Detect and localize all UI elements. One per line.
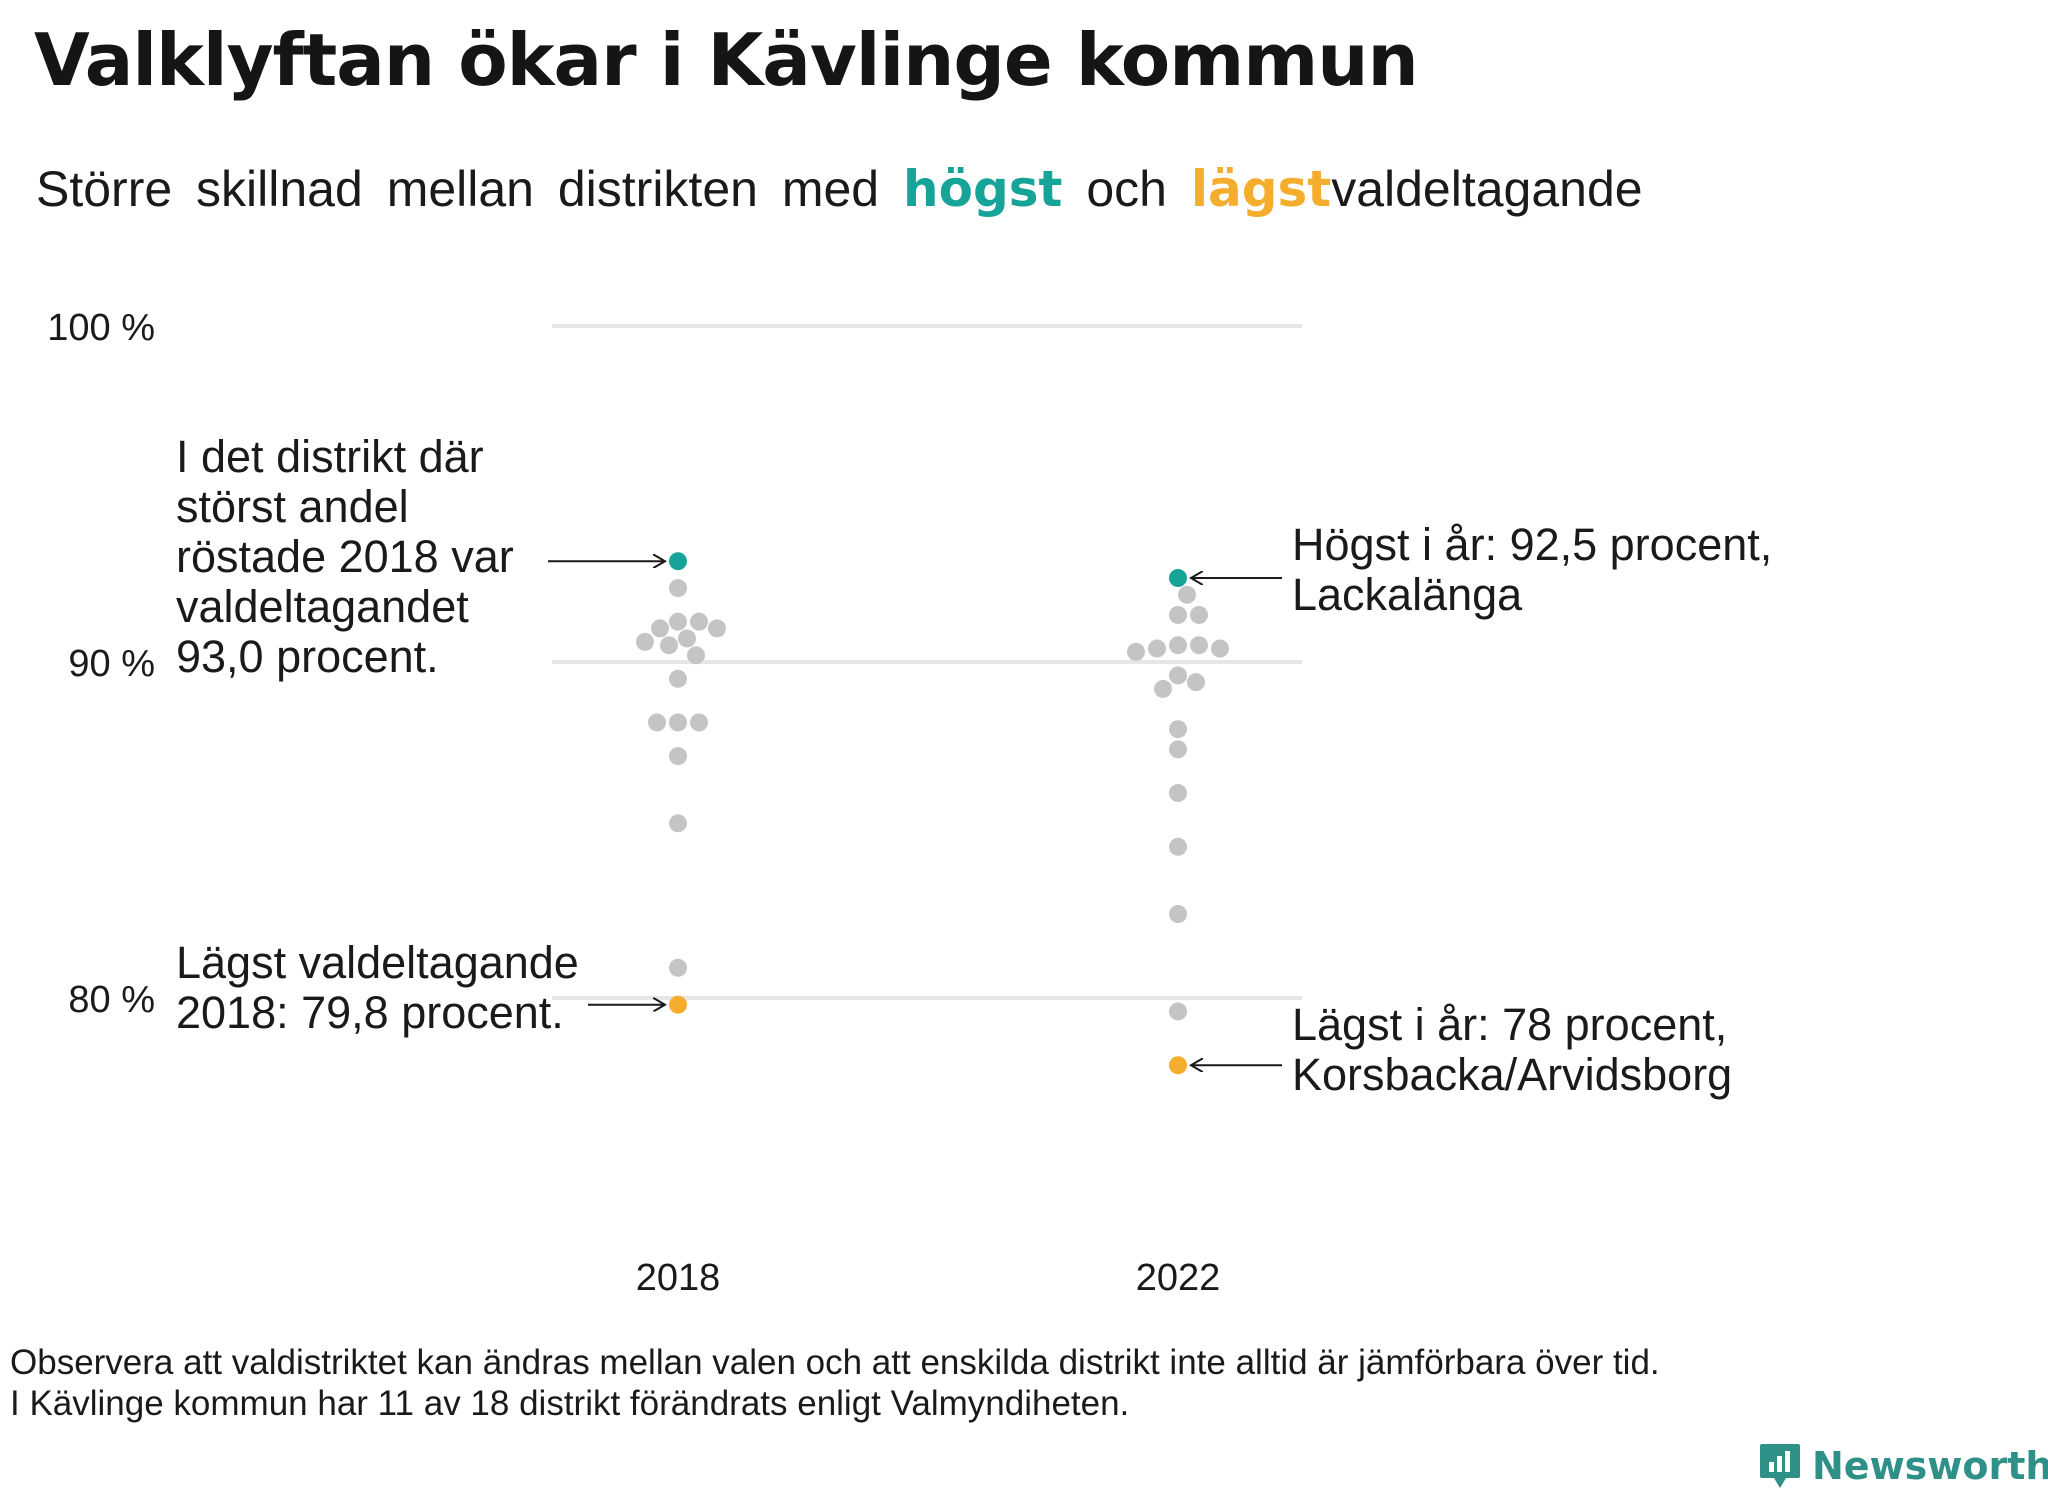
data-points xyxy=(636,552,1229,1075)
district-point-2022 xyxy=(1169,905,1187,923)
subtitle-part2: valdeltagande xyxy=(1331,161,1643,217)
district-point-2022 xyxy=(1178,585,1196,604)
brand-logo: Newsworthy xyxy=(1758,1442,2048,1490)
district-point-2018 xyxy=(660,636,678,655)
district-point-2022 xyxy=(1148,639,1166,658)
district-point-2022 xyxy=(1169,837,1187,856)
x-tick-label: 2022 xyxy=(1136,1257,1221,1299)
district-point-2018 xyxy=(669,814,687,833)
district-point-2018 xyxy=(690,713,708,732)
x-axis-ticks: 2018 2022 xyxy=(636,1257,1221,1299)
subtitle-middle: och xyxy=(1086,161,1167,217)
lowest-point-2018 xyxy=(669,995,687,1014)
lowest-point-2022 xyxy=(1169,1056,1187,1075)
district-point-2022 xyxy=(1187,673,1205,692)
district-point-2022 xyxy=(1190,636,1208,655)
bar-chart-speech-bubble-icon xyxy=(1760,1444,1800,1488)
district-point-2018 xyxy=(669,713,687,732)
district-point-2018 xyxy=(648,713,666,732)
annotation-2022-lowest: Lägst i år: 78 procent, Korsbacka/Arvidsb… xyxy=(1292,999,1732,1100)
highest-point-2022 xyxy=(1169,569,1187,587)
district-point-2022 xyxy=(1127,642,1145,661)
district-point-2018 xyxy=(651,619,669,638)
district-point-2022 xyxy=(1211,639,1229,658)
district-point-2022 xyxy=(1154,679,1172,698)
district-point-2022 xyxy=(1190,605,1208,624)
district-point-2022 xyxy=(1169,666,1187,685)
highest-point-2018 xyxy=(669,552,687,571)
y-tick-label: 80 % xyxy=(68,979,155,1021)
subtitle-highest: högst xyxy=(903,160,1063,218)
district-point-2022 xyxy=(1169,636,1187,655)
district-point-2018 xyxy=(669,669,687,688)
y-tick-label: 90 % xyxy=(68,643,155,685)
district-point-2022 xyxy=(1169,720,1187,739)
district-point-2022 xyxy=(1169,784,1187,803)
district-point-2018 xyxy=(669,612,687,631)
district-point-2018 xyxy=(708,619,726,638)
gridlines xyxy=(552,324,1302,1000)
district-point-2018 xyxy=(669,747,687,766)
brand-name: Newsworthy xyxy=(1812,1444,2048,1488)
district-point-2018 xyxy=(687,646,705,665)
district-point-2022 xyxy=(1169,605,1187,624)
beeswarm-chart: 80 % 90 % 100 % 2018 2022 I det distrikt dä… xyxy=(47,307,1772,1299)
chart-title: Valklyftan ökar i Kävlinge kommun xyxy=(34,18,1419,102)
footnote: Observera att valdistriktet kan ändras m… xyxy=(10,1342,1660,1424)
footnote-line-1: Observera att valdistriktet kan ändras m… xyxy=(10,1343,1660,1382)
district-point-2022 xyxy=(1169,1002,1187,1021)
y-axis-ticks: 80 % 90 % 100 % xyxy=(47,307,155,1021)
subtitle-lowest: lägst xyxy=(1190,160,1332,218)
annotation-arrows xyxy=(548,561,1282,1065)
annotations: I det distrikt där störst andel röstade 20… xyxy=(176,431,1772,1100)
district-point-2018 xyxy=(669,579,687,598)
annotation-2018-highest: I det distrikt där störst andel röstade 20… xyxy=(176,431,514,682)
annotation-2018-lowest: Lägst valdeltagande 2018: 79,8 procent. xyxy=(176,937,579,1038)
annotation-2022-highest: Högst i år: 92,5 procent, Lackalänga xyxy=(1292,519,1772,620)
subtitle-part1: Större skillnad mellan distrikten med xyxy=(36,161,880,217)
district-point-2018 xyxy=(636,632,654,651)
district-point-2022 xyxy=(1169,740,1187,759)
x-tick-label: 2018 xyxy=(636,1257,721,1299)
footnote-line-2: I Kävlinge kommun har 11 av 18 distrikt … xyxy=(10,1384,1130,1423)
y-tick-label: 100 % xyxy=(47,307,155,349)
district-point-2018 xyxy=(690,612,708,631)
district-point-2018 xyxy=(669,958,687,977)
chart-subtitle: Större skillnad mellan distrikten med hö… xyxy=(36,160,1643,218)
district-point-2018 xyxy=(678,629,696,648)
